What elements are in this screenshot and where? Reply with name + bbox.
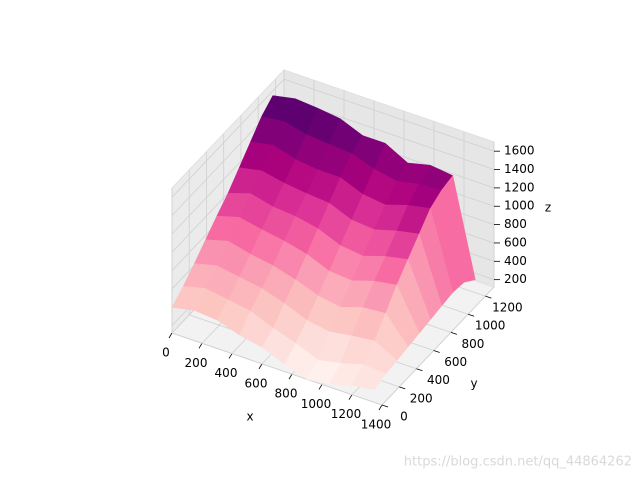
tick-mark	[378, 404, 383, 411]
surface	[171, 95, 476, 390]
labels: 0200400600800100012001400020040060080010…	[162, 144, 534, 432]
tick-mark	[198, 343, 203, 349]
z-tick-label: 400	[504, 254, 527, 268]
z-axis-label: z	[545, 201, 551, 215]
z-tick-label: 200	[504, 272, 527, 286]
y-tick-label: 1000	[475, 319, 506, 333]
x-tick-label: 600	[245, 376, 268, 390]
x-tick-label: 200	[185, 356, 208, 370]
tick-mark	[318, 384, 323, 390]
tick-mark	[228, 353, 233, 359]
watermark: https://blog.csdn.net/qq_44864262	[404, 455, 632, 470]
z-tick-label: 1400	[504, 162, 535, 176]
tick-mark	[381, 404, 389, 408]
y-tick-label: 800	[461, 337, 484, 351]
tick-mark	[485, 295, 492, 299]
y-tick-label: 600	[444, 355, 467, 369]
z-tick-label: 1000	[504, 199, 535, 213]
grid-line	[283, 78, 495, 152]
x-tick-label: 1200	[331, 407, 362, 421]
grid-line	[381, 286, 495, 406]
y-axis-label: y	[470, 377, 477, 391]
tick-mark	[468, 313, 475, 317]
x-axis-label: x	[246, 410, 253, 424]
tick-mark	[288, 373, 293, 380]
tick-mark	[399, 386, 406, 390]
tick-mark	[168, 332, 173, 339]
x-tick-label: 0	[162, 346, 170, 360]
grid-line	[171, 332, 383, 406]
z-tick-label: 1200	[504, 180, 535, 194]
x-tick-label: 1000	[301, 397, 332, 411]
tick-mark	[258, 363, 263, 370]
tick-mark	[450, 332, 458, 335]
x-tick-label: 400	[215, 366, 238, 380]
z-tick-label: 800	[504, 217, 527, 231]
y-tick-label: 200	[410, 391, 433, 405]
y-tick-label: 0	[400, 410, 408, 424]
x-tick-label: 1400	[361, 418, 392, 432]
surface-face	[351, 364, 387, 390]
tick-mark	[416, 368, 423, 372]
z-tick-label: 1600	[504, 144, 535, 158]
z-tick-label: 600	[504, 235, 527, 249]
x-tick-label: 800	[275, 387, 298, 401]
tick-mark	[433, 350, 440, 353]
tick-mark	[348, 394, 353, 400]
y-tick-label: 1200	[492, 301, 523, 315]
y-tick-label: 400	[427, 373, 450, 387]
grid-line	[171, 78, 285, 198]
